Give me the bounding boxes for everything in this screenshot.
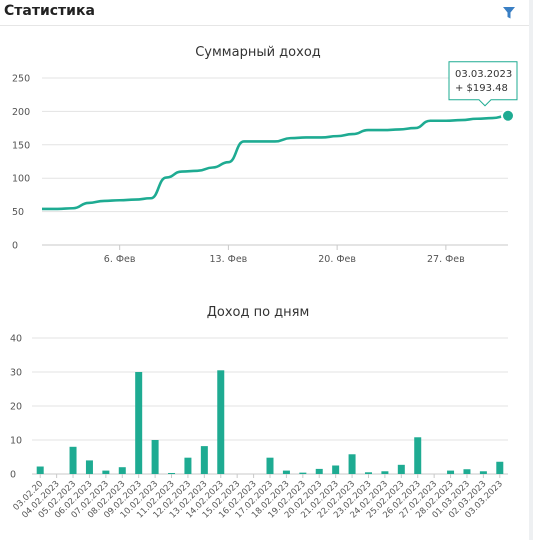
panel-title: Статистика [4,3,95,19]
bar [447,470,455,474]
bar [299,472,307,474]
bar [184,457,192,474]
y-tick-label: 0 [12,241,18,252]
bar [135,372,143,474]
bar [381,471,389,474]
y-tick-label: 250 [12,74,30,85]
bar [200,446,208,474]
data-point [501,108,515,123]
bar [479,471,487,474]
y-tick-label: 10 [10,436,22,447]
bar [102,470,110,474]
series-line [41,114,509,211]
bar [118,467,126,474]
x-tick-label: 20. Фев [318,254,356,265]
filter-icon[interactable] [502,6,516,20]
x-tick-label: 13. Фев [210,254,248,265]
tooltip-value: + $193.48 [455,83,508,94]
y-tick-label: 200 [12,107,30,118]
bar [217,370,225,474]
daily-income-chart: Доход по дням01020304003.02.2004.02.2023… [10,305,508,521]
bar [463,469,471,474]
bar [85,460,93,474]
panel-scroll-edge [529,0,533,540]
tooltip-date: 03.03.2023 [455,69,512,80]
bar [315,468,323,474]
tooltip-box [448,61,518,107]
y-tick-label: 0 [10,470,16,481]
bar [496,461,504,474]
y-tick-label: 100 [12,174,30,185]
y-tick-label: 50 [12,207,24,218]
bar [168,472,176,474]
tooltip: 03.03.2023 + $193.48 [448,61,518,107]
bar [364,472,372,474]
bar [36,466,44,474]
bar [266,457,274,474]
bar [348,454,356,474]
chart-title: Доход по дням [207,305,310,320]
y-tick-label: 20 [10,402,22,413]
x-tick-label: 6. Фев [104,254,136,265]
bar [151,440,159,474]
y-tick-label: 150 [12,140,30,151]
bar [69,446,77,474]
bar [282,470,290,474]
cumulative-income-chart: Суммарный доход 0 50 100 150 200 250 6. Фев 13. … [12,45,518,265]
bar [332,465,340,474]
y-tick-label: 30 [10,368,22,379]
x-tick-label: 27. Фев [427,254,465,265]
bar [414,437,422,474]
bar [397,464,405,474]
chart-title: Суммарный доход [195,45,321,60]
y-tick-label: 40 [10,334,22,345]
panel-header: Статистика [0,0,533,26]
